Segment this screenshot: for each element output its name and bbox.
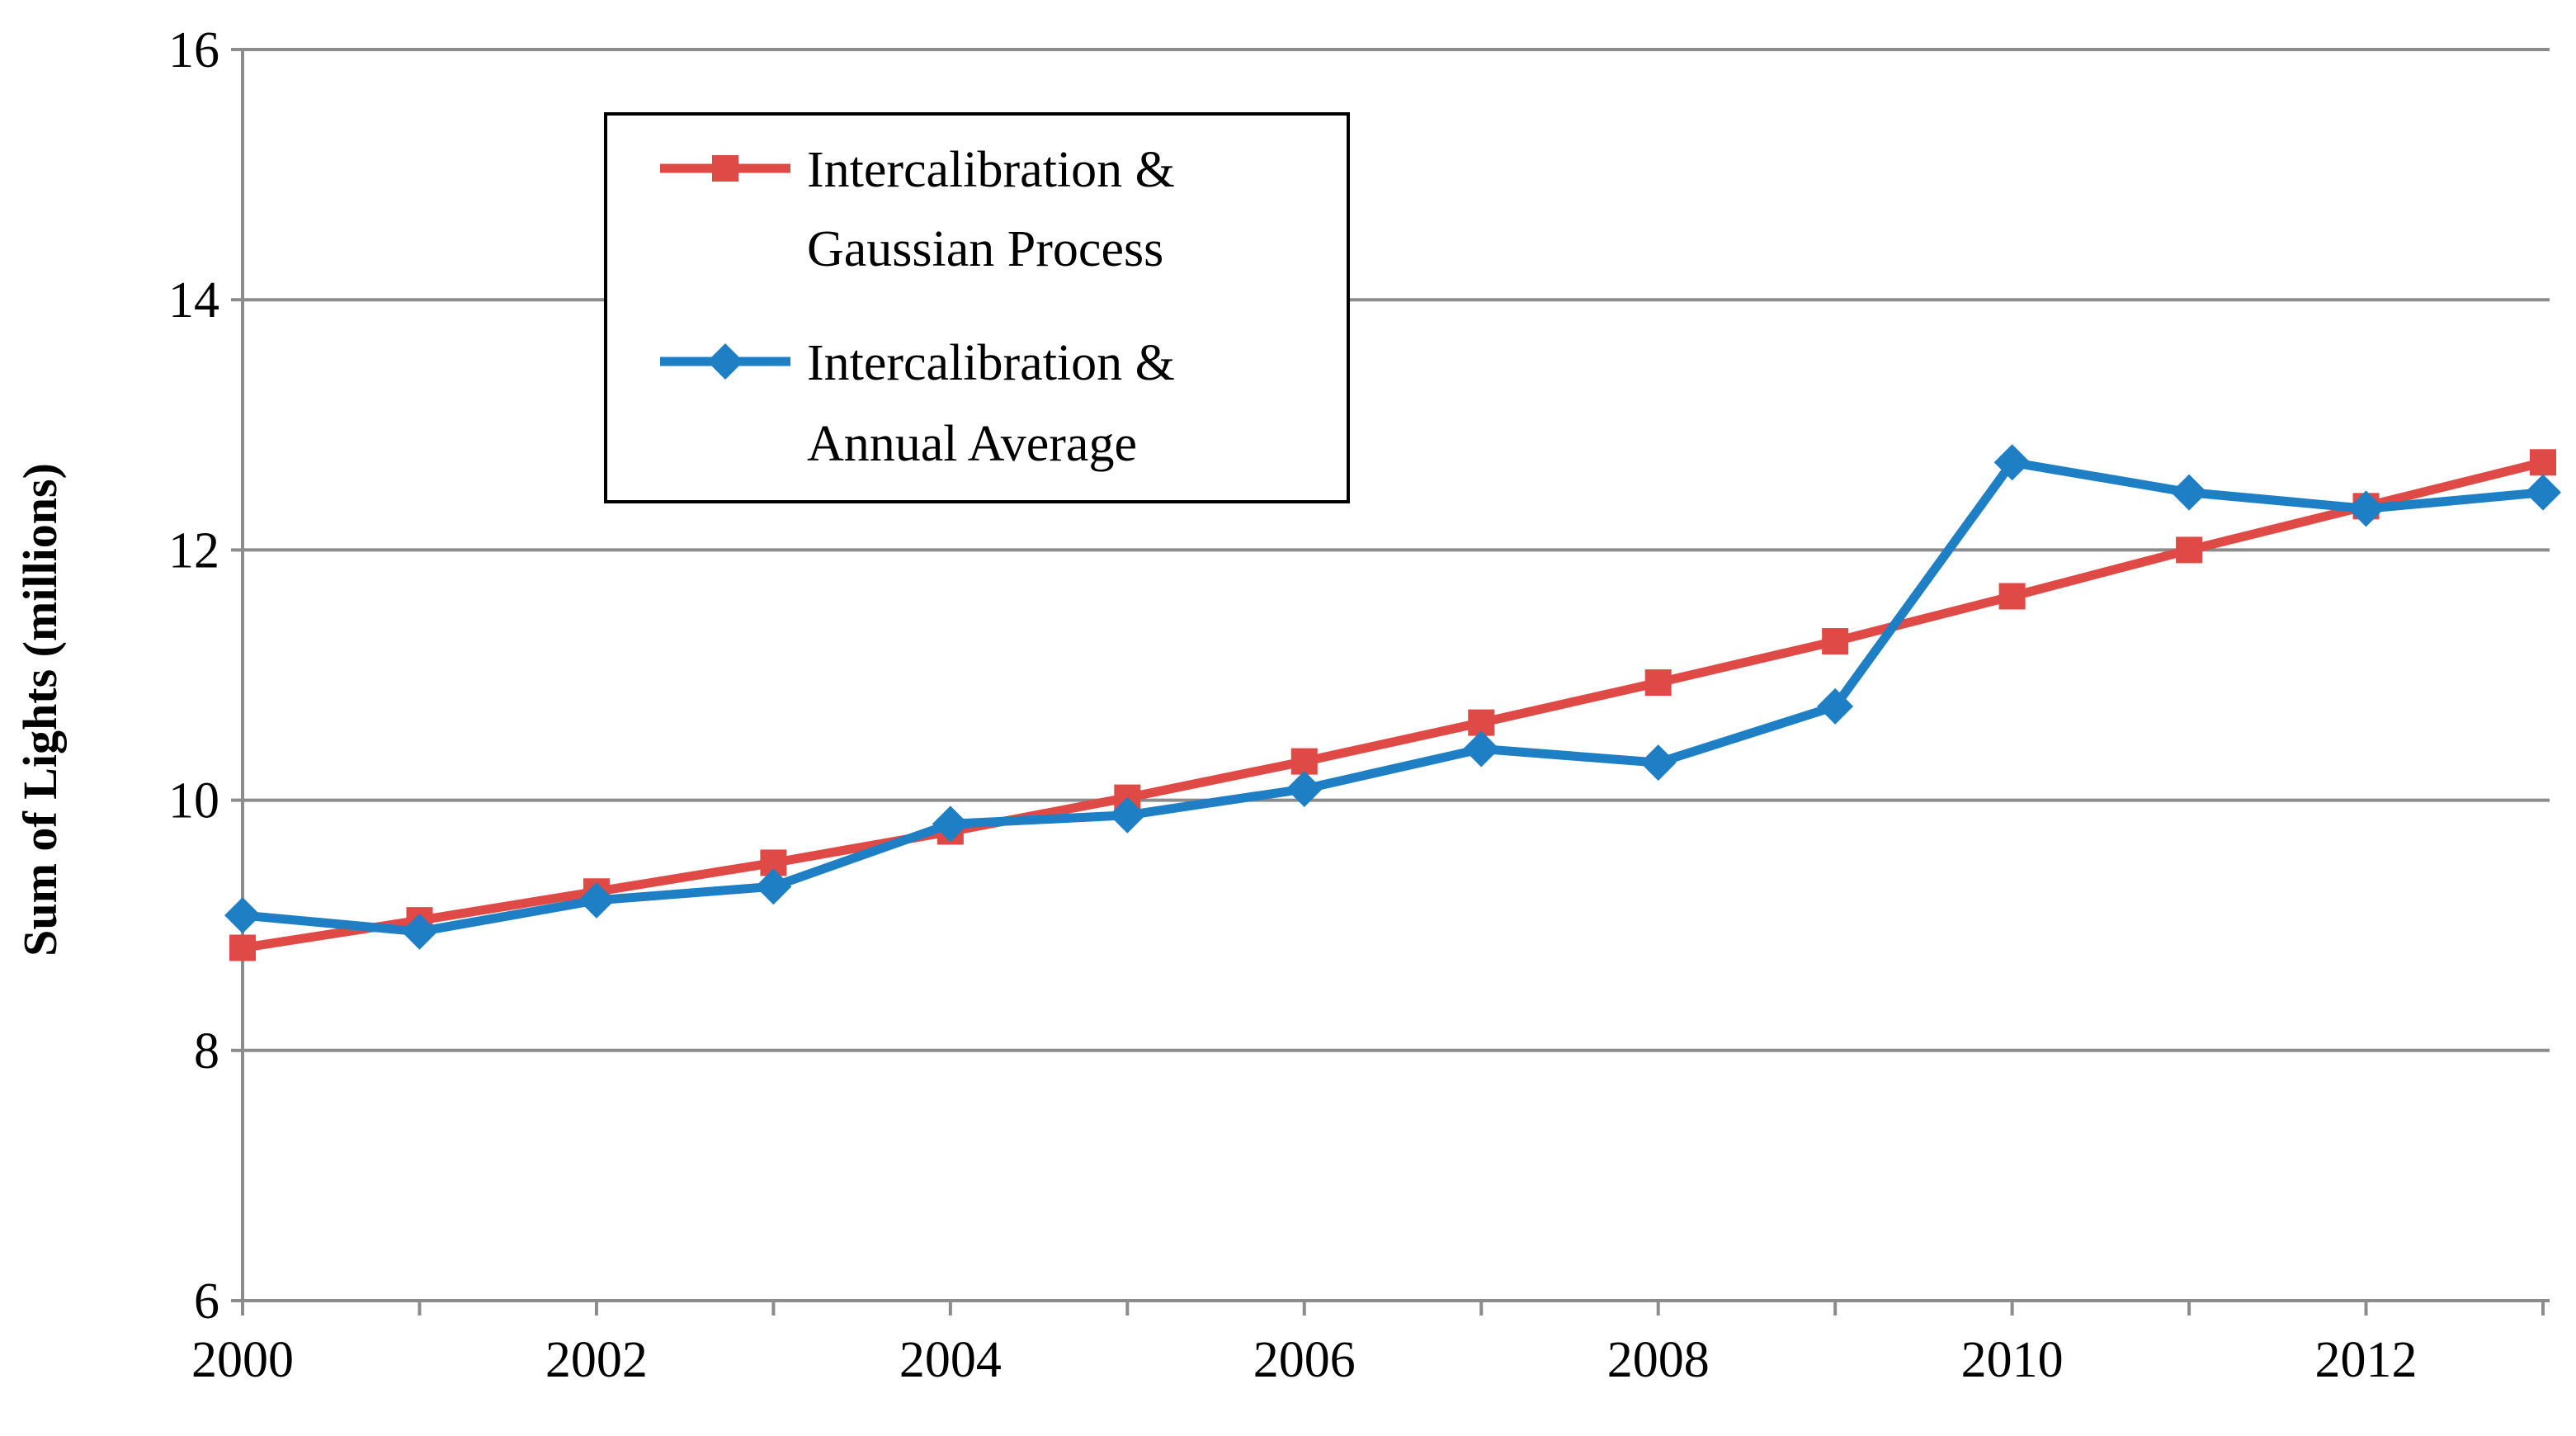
x-tick-label: 2010 xyxy=(1961,1332,2064,1388)
y-axis-ticks: 6 8 10 12 14 16 xyxy=(168,22,243,1330)
data-point-2010 xyxy=(1998,583,2026,610)
data-point-2004 xyxy=(932,805,969,843)
legend-label-line2: Annual Average xyxy=(807,416,1137,472)
data-point-2001 xyxy=(401,913,438,950)
legend-label-line2: Gaussian Process xyxy=(807,221,1163,277)
x-tick-label: 2012 xyxy=(2315,1332,2418,1388)
y-tick-label: 16 xyxy=(168,22,219,78)
data-point-2011 xyxy=(2176,536,2203,564)
data-point-2003 xyxy=(755,868,792,905)
y-axis-title: Sum of Lights (millions) xyxy=(13,463,67,957)
data-point-2009 xyxy=(1822,628,1849,655)
legend-label-line1: Intercalibration & xyxy=(807,335,1175,391)
x-axis-ticks: 2000 2002 2004 2006 2008 2010 2012 xyxy=(191,1301,2545,1388)
data-point-2000 xyxy=(229,934,256,961)
series-line xyxy=(238,457,2548,952)
data-point-2002 xyxy=(578,881,615,919)
x-tick-label: 2004 xyxy=(899,1332,1002,1388)
data-point-2009 xyxy=(1817,687,1854,725)
y-tick-label: 10 xyxy=(168,773,219,829)
data-point-2008 xyxy=(1639,744,1677,782)
legend-marker xyxy=(707,343,743,380)
y-tick-label: 12 xyxy=(168,522,219,579)
axes xyxy=(231,50,2550,1302)
x-tick-label: 2000 xyxy=(191,1332,294,1388)
legend-marker xyxy=(712,155,738,182)
data-point-2007 xyxy=(1463,730,1500,768)
data-point-2013 xyxy=(2525,474,2561,511)
data-point-2012 xyxy=(2347,490,2385,527)
x-tick-label: 2008 xyxy=(1607,1332,1710,1388)
series-1 xyxy=(229,449,2556,961)
data-point-2010 xyxy=(1993,444,2031,481)
legend: Intercalibration & Gaussian Process Interc… xyxy=(604,112,1350,503)
x-tick-label: 2002 xyxy=(545,1332,648,1388)
data-point-2011 xyxy=(2171,474,2208,511)
data-point-2000 xyxy=(224,897,261,934)
series-line xyxy=(238,457,2548,937)
x-tick-label: 2006 xyxy=(1253,1332,1356,1388)
data-point-2013 xyxy=(2530,449,2556,476)
y-tick-label: 8 xyxy=(194,1023,219,1079)
series-group xyxy=(224,444,2561,961)
data-point-2006 xyxy=(1286,770,1323,807)
data-point-2008 xyxy=(1644,669,1672,697)
y-tick-label: 6 xyxy=(194,1273,219,1330)
data-point-2006 xyxy=(1290,748,1318,775)
data-point-2005 xyxy=(1109,796,1146,834)
y-tick-label: 14 xyxy=(168,272,219,328)
series-2 xyxy=(224,444,2561,950)
legend-label-line1: Intercalibration & xyxy=(807,142,1175,198)
